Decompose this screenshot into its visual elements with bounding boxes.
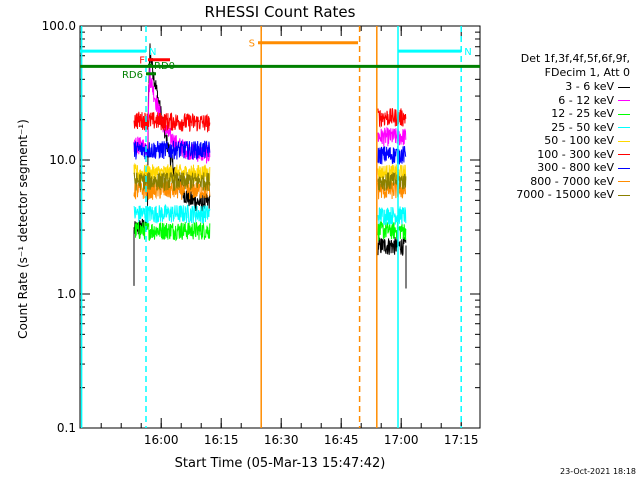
legend-swatch bbox=[618, 113, 630, 115]
annotation-label-0: S bbox=[249, 39, 255, 50]
legend-header-line-2: FDecim 1, Att 0 bbox=[544, 66, 630, 79]
legend-label: 25 - 50 keV bbox=[551, 120, 614, 134]
chart-title: RHESSI Count Rates bbox=[205, 3, 356, 21]
legend-label: 100 - 300 keV bbox=[537, 147, 614, 161]
legend-item: 3 - 6 keV bbox=[565, 80, 630, 93]
legend-swatch bbox=[618, 86, 630, 88]
legend-item: 6 - 12 keV bbox=[558, 94, 630, 107]
legend-swatch bbox=[618, 140, 630, 142]
y-tick-label: 10.0 bbox=[49, 153, 76, 167]
legend-item: 25 - 50 keV bbox=[551, 121, 630, 134]
series-line-0-b bbox=[377, 236, 407, 256]
annotation-label-1: N bbox=[149, 47, 156, 58]
x-tick-label: 16:45 bbox=[324, 433, 359, 447]
y-axis-label: Count Rate (s⁻¹ detector segment⁻¹) bbox=[16, 119, 30, 339]
legend-label: 6 - 12 keV bbox=[558, 93, 614, 107]
series-line-3-b bbox=[377, 206, 407, 226]
legend-label: 7000 - 15000 keV bbox=[516, 188, 614, 201]
x-tick-label: 16:30 bbox=[264, 433, 299, 447]
annotation-label-4: RD0 bbox=[154, 61, 175, 72]
legend-header-line-1: Det 1f,3f,4f,5f,6f,9f, bbox=[520, 52, 630, 65]
x-tick-label: 17:15 bbox=[444, 433, 479, 447]
timestamp: 23-Oct-2021 18:18 bbox=[560, 467, 636, 476]
y-tick-label: 100.0 bbox=[42, 19, 76, 33]
legend-header: Det 1f,3f,4f,5f,6f,9f, FDecim 1, Att 0 bbox=[521, 52, 630, 80]
x-axis-label: Start Time (05-Mar-13 15:47:42) bbox=[175, 456, 386, 471]
annotation-label-5: RD6 bbox=[122, 70, 143, 81]
legend-swatch bbox=[618, 181, 630, 182]
y-tick-label: 0.1 bbox=[57, 421, 76, 435]
series-line-5-b bbox=[377, 108, 407, 128]
legend-item: 12 - 25 keV bbox=[551, 107, 630, 120]
annotation-label-2: N bbox=[464, 47, 471, 58]
legend-swatch bbox=[618, 100, 630, 101]
y-tick-label: 1.0 bbox=[57, 287, 76, 301]
plot-frame bbox=[79, 25, 481, 429]
legend-item: 50 - 100 keV bbox=[544, 134, 630, 147]
series-line-2-a bbox=[133, 221, 211, 242]
legend-label: 50 - 100 keV bbox=[544, 134, 614, 147]
legend-swatch bbox=[618, 167, 630, 169]
legend-item: 800 - 7000 keV bbox=[530, 175, 630, 188]
series-line-3-a bbox=[133, 203, 211, 224]
x-tick-label: 16:15 bbox=[204, 433, 239, 447]
series-line-8-b bbox=[377, 171, 407, 191]
legend-item: 300 - 800 keV bbox=[537, 161, 630, 174]
legend-item: 100 - 300 keV bbox=[537, 148, 630, 161]
legend-label: 800 - 7000 keV bbox=[530, 174, 614, 188]
legend-swatch bbox=[618, 194, 630, 196]
series-line-1-b bbox=[377, 126, 407, 147]
legend-label: 3 - 6 keV bbox=[565, 80, 614, 93]
x-tick-label: 16:00 bbox=[144, 433, 179, 447]
series-line-2-b bbox=[377, 220, 407, 242]
legend-label: 300 - 800 keV bbox=[537, 161, 614, 174]
series-line-6-a bbox=[133, 140, 211, 160]
annotation-label-3: F bbox=[139, 56, 145, 67]
legend-swatch bbox=[618, 154, 630, 155]
series-line-6-b bbox=[377, 145, 407, 165]
legend-swatch bbox=[618, 127, 630, 128]
legend-label: 12 - 25 keV bbox=[551, 107, 614, 120]
x-tick-label: 17:00 bbox=[384, 433, 419, 447]
legend-item: 7000 - 15000 keV bbox=[516, 188, 630, 201]
